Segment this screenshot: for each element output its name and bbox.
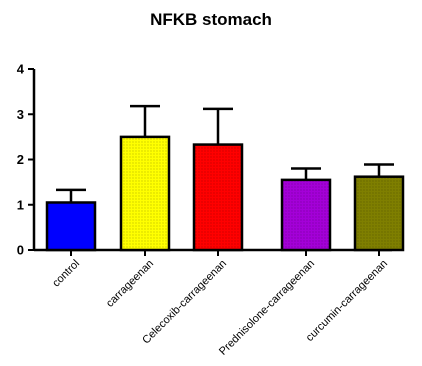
category-label: Celecoxib-carrageenan: [140, 258, 229, 347]
category-label: Prednisolone-carrageenan: [217, 258, 317, 358]
bar-pattern: [282, 179, 330, 250]
chart-title: NFKB stomach: [150, 10, 272, 29]
bar-pattern: [121, 136, 169, 250]
bars: [45, 104, 405, 252]
bar-pattern: [194, 144, 242, 250]
y-tick-label: 0: [17, 243, 24, 258]
category-labels: control carrageenanCelecoxib-carrageenanP…: [50, 258, 390, 358]
y-tick-label: 1: [17, 197, 24, 212]
bar: [45, 201, 97, 252]
category-label: control: [50, 258, 82, 290]
y-tick-label: 3: [17, 107, 24, 122]
bar-pattern: [355, 176, 403, 250]
y-tick-label: 4: [17, 62, 25, 77]
category-label: carrageenan: [104, 258, 156, 310]
category-label: curcumin-carrageenan: [304, 258, 390, 344]
y-tick-label: 2: [17, 152, 24, 167]
